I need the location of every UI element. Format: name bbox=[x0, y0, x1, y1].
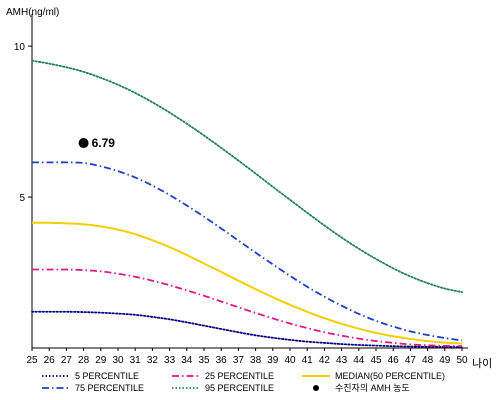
x-tick-label: 28 bbox=[78, 355, 90, 366]
series-line-1 bbox=[32, 268, 463, 348]
y-axis-label: AMH(ng/ml) bbox=[6, 7, 59, 18]
x-tick-label: 30 bbox=[112, 355, 124, 366]
x-tick-label: 29 bbox=[95, 355, 107, 366]
x-tick-label: 49 bbox=[439, 355, 451, 366]
data-point-0 bbox=[78, 138, 89, 149]
legend-label-0: 5 PERCENTILE bbox=[75, 371, 139, 381]
y-tick-label: 10 bbox=[14, 42, 26, 53]
x-tick-label: 40 bbox=[284, 355, 296, 366]
x-tick-label: 45 bbox=[370, 355, 382, 366]
legend-label-1: 25 PERCENTILE bbox=[205, 371, 274, 381]
x-tick-label: 35 bbox=[198, 355, 210, 366]
series-line-3 bbox=[32, 161, 463, 342]
x-tick-label: 50 bbox=[456, 355, 468, 366]
data-point-label-0: 6.79 bbox=[92, 136, 116, 150]
x-tick-label: 37 bbox=[233, 355, 245, 366]
x-tick-label: 34 bbox=[181, 355, 193, 366]
x-tick-label: 44 bbox=[353, 355, 365, 366]
x-tick-label: 25 bbox=[26, 355, 38, 366]
x-tick-label: 39 bbox=[267, 355, 279, 366]
x-tick-label: 42 bbox=[319, 355, 331, 366]
x-tick-label: 32 bbox=[147, 355, 159, 366]
legend-point-marker bbox=[313, 385, 319, 391]
legend-label-3: 75 PERCENTILE bbox=[75, 383, 144, 393]
x-tick-label: 48 bbox=[422, 355, 434, 366]
x-tick-label: 33 bbox=[164, 355, 176, 366]
legend-label-2: MEDIAN(50 PERCENTILE) bbox=[335, 371, 445, 381]
x-tick-label: 36 bbox=[216, 355, 228, 366]
x-tick-label: 31 bbox=[130, 355, 142, 366]
x-tick-label: 41 bbox=[302, 355, 314, 366]
legend-label-4: 95 PERCENTILE bbox=[205, 383, 274, 393]
y-tick-label: 5 bbox=[19, 193, 25, 204]
x-tick-label: 47 bbox=[405, 355, 417, 366]
x-tick-label: 27 bbox=[61, 355, 73, 366]
x-tick-label: 26 bbox=[44, 355, 56, 366]
x-tick-label: 46 bbox=[388, 355, 400, 366]
x-axis-label: 나이 bbox=[472, 357, 492, 370]
series-line-4 bbox=[31, 59, 463, 294]
series-line-2 bbox=[31, 221, 463, 345]
x-tick-label: 43 bbox=[336, 355, 348, 366]
x-tick-label: 38 bbox=[250, 355, 262, 366]
series-line-0 bbox=[31, 310, 463, 348]
legend-point-label: 수진자의 AMH 농도 bbox=[335, 383, 410, 393]
